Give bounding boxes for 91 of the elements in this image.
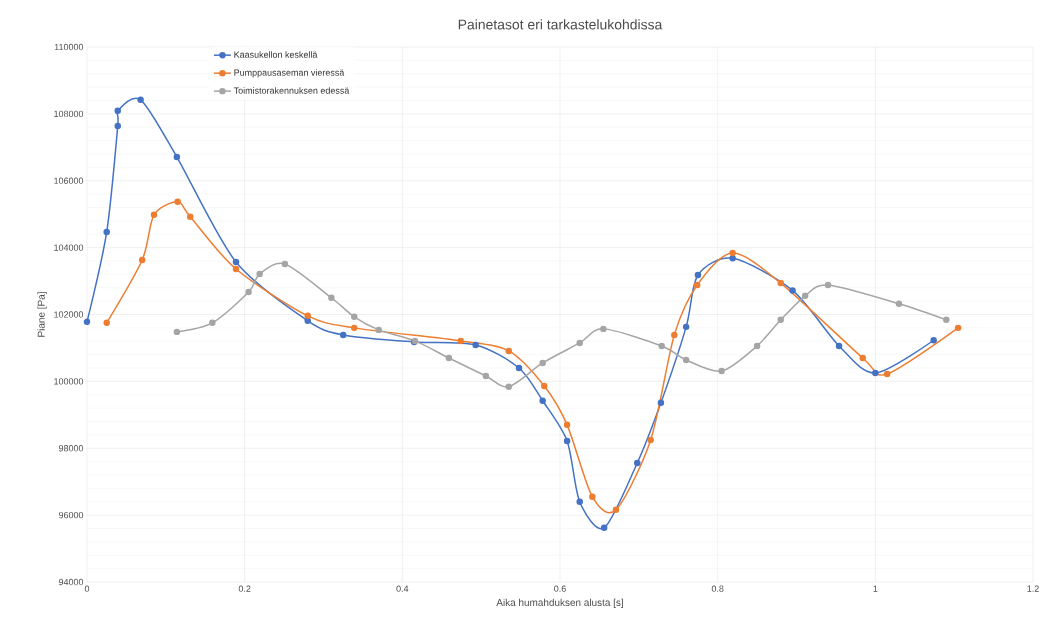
point [718,367,725,375]
point [245,288,252,296]
point [138,256,146,264]
point [883,370,891,378]
point [505,383,512,390]
point [505,347,512,355]
point [472,341,479,349]
point [682,323,690,331]
point [103,228,110,236]
point [729,255,736,262]
point [693,281,701,289]
point [930,337,937,344]
point [137,96,144,104]
point [256,270,263,278]
point [954,324,962,332]
point [457,337,464,345]
point [232,258,240,266]
point [612,506,620,514]
point [173,153,181,161]
point [375,326,382,334]
point [824,281,832,289]
point [943,316,950,324]
point [187,213,194,221]
point [445,354,453,362]
legend-label: Pumppausaseman vieressä [234,69,345,78]
point [515,364,523,372]
point [600,524,608,532]
point [174,198,181,206]
point [173,328,181,336]
point [657,399,665,407]
x-tick-label: 0.8 [711,585,724,592]
point [328,294,335,302]
point [895,300,903,308]
legend-label: Kaasukellon keskellä [234,51,318,58]
point [600,325,607,333]
x-axis-title: Aika humahduksen alusta [s] [496,598,623,608]
y-tick-label: 100000 [54,378,84,385]
y-tick-label: 96000 [58,511,84,519]
y-axis-title: Piane [Pa] [37,292,47,337]
y-tick-label: 108000 [54,110,84,118]
point [777,316,784,324]
point [563,421,571,429]
point [647,436,654,444]
point [634,459,641,467]
y-tick-label: 110000 [54,43,84,51]
point [576,498,583,505]
point [682,356,690,364]
point [753,342,761,350]
point [729,249,736,257]
x-tick-label: 1 [873,585,878,592]
x-tick-label: 0.4 [396,585,409,592]
point [83,318,91,326]
point [281,260,289,268]
point [150,211,158,219]
point [671,331,678,339]
y-tick-label: 106000 [54,177,84,184]
point [872,369,879,377]
point [304,312,311,320]
point [482,372,490,380]
point [541,382,548,390]
y-tick-label: 102000 [54,311,84,318]
point [658,342,665,350]
point [114,122,121,130]
x-tick-label: 0.6 [554,585,566,592]
point [351,324,358,332]
point [539,397,546,405]
point [859,354,866,362]
y-tick-label: 104000 [54,244,84,251]
point [777,279,784,287]
point [789,287,796,294]
x-tick-label: 0 [84,585,90,592]
x-tick-label: 0.2 [238,585,251,592]
y-tick-label: 98000 [58,445,84,452]
legend-label: Toimistorakennuksen edessä [233,87,350,94]
point [563,437,571,445]
point [114,107,121,115]
point [576,339,583,347]
x-tick-label: 1.2 [1027,585,1039,592]
point [694,271,702,279]
point [351,313,358,321]
chart-title: Painetasot eri tarkastelukohdissa [458,19,663,30]
point [209,319,216,327]
point [589,493,596,500]
point [232,265,240,273]
point [304,317,311,325]
point [801,292,809,300]
point [339,331,347,339]
y-tick-label: 94000 [58,578,84,586]
point [539,359,546,367]
point [835,342,843,350]
point [103,319,110,327]
